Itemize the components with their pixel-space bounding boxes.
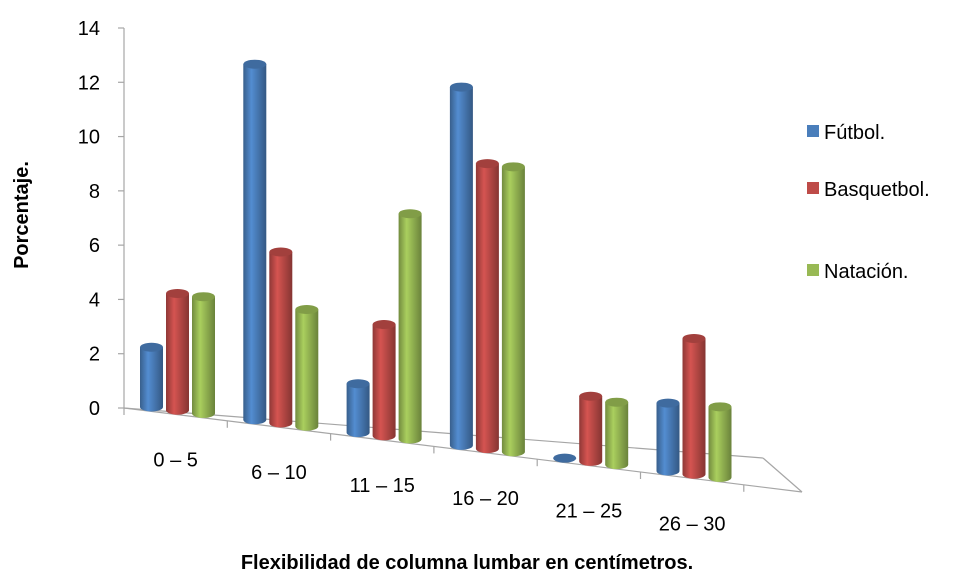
bar-top: [346, 379, 370, 389]
bar: [140, 342, 163, 412]
category-label: 6 – 10: [251, 462, 307, 484]
bar-top: [656, 398, 680, 408]
legend-swatch: [807, 264, 819, 276]
bar-body: [605, 402, 629, 470]
bar-top: [501, 162, 525, 172]
bar: [605, 397, 629, 470]
bar: [708, 402, 732, 482]
category-label: 0 – 5: [153, 449, 197, 471]
bar-body: [501, 166, 525, 457]
bar-top: [682, 333, 706, 343]
bar-top: [398, 209, 422, 219]
bars: [140, 59, 732, 482]
bar-top: [553, 453, 577, 463]
y-tick-label: 6: [89, 235, 100, 257]
bar-top: [192, 292, 215, 302]
y-tick-label: 10: [78, 127, 100, 149]
bar: [192, 292, 215, 418]
x-axis-label: Flexibilidad de columna lumbar en centím…: [241, 552, 693, 574]
y-axis-label: Porcentaje.: [11, 161, 33, 269]
category-label: 26 – 30: [659, 513, 726, 535]
bar-body: [398, 213, 422, 444]
bar-body: [449, 87, 473, 450]
bar-top: [140, 342, 163, 352]
bar-top: [269, 247, 293, 257]
bar-body: [166, 293, 189, 415]
y-tick-label: 0: [89, 398, 100, 420]
legend-swatch: [807, 182, 819, 194]
bar-body: [682, 338, 706, 479]
category-label: 16 – 20: [452, 488, 519, 510]
bar-body: [243, 64, 267, 425]
bar-body: [372, 324, 396, 441]
bar-body: [140, 347, 163, 412]
floor-right-edge: [762, 457, 803, 493]
bar-top: [579, 391, 603, 401]
bar-body: [656, 403, 680, 476]
bar-top: [295, 305, 319, 315]
bar: [269, 247, 293, 428]
bar-top: [166, 288, 189, 298]
legend-item: Fútbol.: [807, 122, 885, 144]
bar: [656, 398, 680, 476]
bar: [398, 209, 422, 444]
bar-body: [708, 406, 732, 482]
legend-item: Basquetbol.: [807, 179, 930, 201]
bar-top: [372, 320, 396, 330]
legend-label: Basquetbol.: [824, 179, 930, 201]
y-tick-labels: 0 2 4 6 8 10 12 14: [78, 18, 124, 420]
bar-body: [475, 163, 499, 454]
y-tick-label: 8: [89, 181, 100, 203]
legend: Fútbol. Basquetbol. Natación.: [807, 122, 930, 283]
bar: [449, 82, 473, 450]
bar-top: [605, 397, 629, 407]
bar-body: [346, 383, 370, 438]
bar: [475, 159, 499, 454]
bar-top: [449, 82, 473, 92]
y-tick-label: 2: [89, 344, 100, 366]
category-label: 21 – 25: [555, 501, 622, 523]
bar: [166, 288, 189, 415]
category-label: 11 – 15: [350, 475, 415, 497]
bar: [682, 333, 706, 479]
bar-top: [475, 159, 499, 169]
bar-body: [269, 252, 293, 428]
bar: [372, 320, 396, 441]
y-tick-label: 12: [78, 72, 100, 94]
bar-top: [243, 59, 267, 69]
bar: [346, 379, 370, 438]
bar: [579, 391, 603, 466]
bar: [243, 59, 267, 425]
bar: [295, 305, 319, 431]
category-labels: 0 – 5 6 – 10 11 – 15 16 – 20 21 – 25 26 – 30: [153, 449, 725, 535]
legend-label: Natación.: [824, 261, 909, 283]
bar-body: [192, 296, 215, 418]
bar: [501, 162, 525, 457]
bar-body: [579, 396, 603, 466]
y-tick-label: 4: [89, 289, 100, 311]
bar-body: [295, 309, 319, 431]
legend-item: Natación.: [807, 261, 909, 283]
bar: [553, 453, 577, 463]
bar-top: [708, 402, 732, 412]
y-tick-label: 14: [78, 18, 100, 40]
legend-swatch: [807, 125, 819, 137]
legend-label: Fútbol.: [824, 122, 885, 144]
